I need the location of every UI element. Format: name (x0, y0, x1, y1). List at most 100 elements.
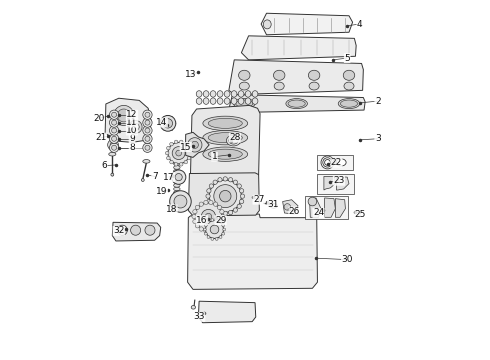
Circle shape (112, 120, 117, 125)
Circle shape (213, 180, 217, 184)
Text: 11: 11 (126, 118, 138, 127)
Ellipse shape (173, 187, 180, 191)
Circle shape (143, 143, 152, 152)
Ellipse shape (173, 176, 180, 180)
Circle shape (109, 143, 119, 152)
Circle shape (214, 202, 218, 206)
Circle shape (132, 123, 139, 131)
Circle shape (129, 121, 142, 134)
Circle shape (237, 184, 242, 188)
Ellipse shape (173, 180, 180, 184)
Ellipse shape (109, 152, 116, 156)
Ellipse shape (217, 91, 223, 97)
Polygon shape (112, 222, 161, 241)
Circle shape (213, 208, 217, 212)
Circle shape (170, 142, 173, 146)
Circle shape (222, 232, 225, 235)
Ellipse shape (252, 91, 258, 97)
Ellipse shape (343, 70, 355, 80)
Circle shape (201, 210, 216, 224)
Ellipse shape (288, 100, 305, 107)
Circle shape (240, 199, 244, 204)
Circle shape (143, 134, 152, 143)
Circle shape (143, 110, 152, 120)
Ellipse shape (252, 98, 258, 104)
Circle shape (175, 174, 182, 181)
Text: 20: 20 (93, 114, 104, 123)
Circle shape (228, 177, 233, 182)
Circle shape (204, 232, 207, 235)
Circle shape (218, 210, 222, 215)
Circle shape (220, 190, 231, 202)
Ellipse shape (270, 203, 277, 208)
Circle shape (191, 141, 198, 148)
Circle shape (174, 195, 187, 208)
Circle shape (223, 228, 225, 231)
Text: 21: 21 (95, 133, 106, 142)
Circle shape (170, 160, 173, 164)
Circle shape (215, 219, 218, 221)
Circle shape (219, 220, 222, 223)
Text: 1: 1 (212, 152, 218, 161)
Text: 14: 14 (156, 118, 168, 127)
Circle shape (323, 158, 332, 167)
Circle shape (219, 236, 222, 238)
Bar (317, 174, 354, 194)
Ellipse shape (238, 91, 244, 97)
Circle shape (308, 197, 317, 206)
Text: 8: 8 (129, 143, 135, 152)
Circle shape (220, 219, 224, 224)
Polygon shape (229, 95, 365, 113)
Text: 23: 23 (333, 176, 344, 185)
Circle shape (209, 184, 214, 188)
Circle shape (211, 219, 214, 221)
Ellipse shape (196, 98, 202, 104)
Circle shape (112, 145, 117, 150)
Text: 12: 12 (126, 110, 138, 119)
Text: 32: 32 (113, 226, 124, 235)
Ellipse shape (226, 135, 241, 146)
Text: 27: 27 (253, 195, 264, 204)
Circle shape (220, 210, 224, 214)
Text: 29: 29 (215, 216, 226, 225)
Polygon shape (324, 198, 335, 217)
Text: 5: 5 (344, 54, 350, 63)
Circle shape (199, 202, 203, 206)
Ellipse shape (203, 131, 247, 145)
Ellipse shape (344, 82, 354, 90)
Circle shape (237, 204, 242, 208)
Circle shape (324, 159, 330, 165)
Circle shape (195, 203, 222, 230)
Circle shape (209, 229, 213, 233)
Circle shape (172, 170, 186, 184)
Circle shape (207, 189, 211, 193)
Ellipse shape (217, 98, 223, 104)
Circle shape (207, 199, 211, 204)
Ellipse shape (231, 91, 237, 97)
Polygon shape (229, 60, 364, 95)
Circle shape (179, 140, 183, 144)
Circle shape (209, 180, 242, 212)
Polygon shape (242, 36, 356, 60)
Ellipse shape (245, 98, 251, 104)
Circle shape (145, 145, 150, 150)
Text: 7: 7 (152, 172, 157, 181)
Ellipse shape (336, 159, 346, 166)
Circle shape (179, 162, 183, 166)
Circle shape (143, 118, 152, 127)
Circle shape (167, 146, 170, 150)
Ellipse shape (273, 70, 285, 80)
Text: 13: 13 (185, 71, 196, 80)
Polygon shape (310, 198, 321, 217)
Text: 3: 3 (375, 134, 381, 143)
Ellipse shape (234, 99, 255, 109)
Polygon shape (335, 199, 345, 217)
Circle shape (196, 205, 199, 210)
Circle shape (131, 225, 141, 235)
Circle shape (217, 224, 221, 228)
Ellipse shape (308, 70, 320, 80)
Circle shape (145, 225, 155, 235)
Polygon shape (261, 13, 353, 35)
Text: 33: 33 (194, 312, 205, 321)
Circle shape (214, 185, 237, 208)
